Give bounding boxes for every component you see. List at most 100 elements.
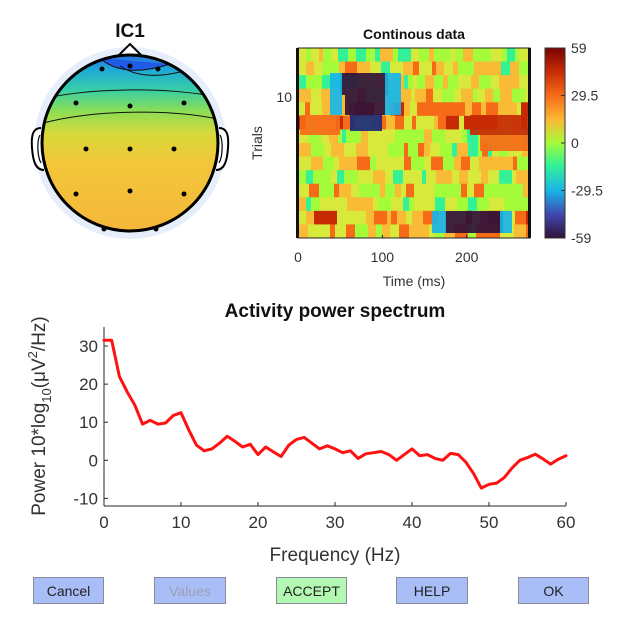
heatmap-cell (404, 143, 409, 158)
heatmap-cell (366, 48, 376, 63)
heatmap-cell (298, 170, 307, 185)
heatmap-cell (346, 224, 356, 238)
heatmap-cell (502, 48, 508, 63)
heatmap-cell (440, 143, 453, 158)
heatmap-cell (331, 143, 345, 158)
heatmap-cell (452, 170, 460, 185)
heatmap-cell (468, 143, 479, 158)
heatmap-cell (342, 129, 347, 144)
heatmap-cell (320, 197, 333, 212)
heatmap-cell (319, 183, 324, 198)
heatmap-cell (419, 48, 430, 63)
heatmap-patch (480, 135, 528, 151)
heatmap-cell (326, 170, 332, 185)
heatmap-patch (500, 211, 512, 233)
heatmap-cell (429, 224, 435, 238)
heatmap-cell (334, 183, 340, 198)
heatmap-cell (359, 183, 370, 198)
ok-button[interactable]: OK (518, 577, 589, 604)
heatmap-cell (363, 143, 369, 158)
spectrum-xtick-label: 20 (249, 513, 268, 532)
heatmap-cell (313, 170, 321, 185)
heatmap-cell (298, 48, 307, 63)
heatmap-cell (305, 102, 311, 117)
heatmap-cell (398, 88, 412, 103)
heatmap-cell (412, 210, 424, 225)
heatmap-cell (519, 48, 530, 63)
heatmap-cell (512, 88, 526, 103)
erpimage-xtick-label: 200 (455, 249, 479, 265)
erpimage-ylabel: Trials (249, 126, 265, 160)
erpimage-xlabel: Time (ms) (383, 273, 445, 289)
heatmap-cell (298, 75, 307, 90)
heatmap-cell (376, 156, 387, 171)
heatmap-cell (419, 61, 424, 76)
heatmap-cell (414, 197, 425, 212)
erpimage-xtick-label: 100 (371, 249, 395, 265)
colorbar-tick-label: 29.5 (571, 88, 598, 104)
spectrum-ytick-label: 20 (79, 375, 98, 394)
heatmap-cell (444, 61, 454, 76)
heatmap-cell (368, 224, 377, 238)
heatmap-cell (441, 102, 448, 117)
heatmap-cell (380, 115, 387, 130)
heatmap-cell (348, 48, 357, 63)
heatmap-cell (474, 61, 486, 76)
heatmap-cell (521, 102, 529, 117)
heatmap-cell (385, 183, 396, 198)
heatmap-cell (424, 156, 432, 171)
heatmap-cell (447, 102, 453, 117)
heatmap-cell (317, 129, 322, 144)
heatmap-cell (356, 48, 367, 63)
heatmap-cell (435, 197, 446, 212)
spectrum-ytick-label: 0 (89, 451, 98, 470)
heatmap-cell (397, 156, 405, 171)
heatmap-cell (347, 197, 354, 212)
heatmap-cell (481, 102, 487, 117)
heatmap-cell (412, 115, 417, 130)
spectrum-xtick-label: 10 (172, 513, 191, 532)
heatmap-cell (298, 183, 310, 198)
heatmap-cell (397, 61, 404, 76)
heatmap-cell (306, 61, 315, 76)
heatmap-cell (298, 143, 312, 158)
heatmap-patch (385, 73, 401, 115)
heatmap-cell (404, 75, 409, 90)
heatmap-cell (408, 75, 414, 90)
heatmap-cell (452, 102, 466, 117)
heatmap-cell (457, 143, 469, 158)
heatmap-cell (445, 183, 453, 198)
heatmap-cell (323, 183, 335, 198)
help-button[interactable]: HELP (396, 577, 468, 604)
heatmap-cell (519, 75, 530, 90)
heatmap-cell (355, 224, 369, 238)
heatmap-cell (388, 143, 396, 158)
heatmap-cell (322, 210, 334, 225)
heatmap-cell (374, 210, 388, 225)
heatmap-cell (403, 197, 410, 212)
heatmap-cell (507, 102, 518, 117)
accept-button[interactable]: ACCEPT (276, 577, 347, 604)
heatmap-cell (423, 210, 430, 225)
heatmap-cell (445, 197, 458, 212)
heatmap-cell (306, 197, 312, 212)
values-button[interactable]: Values (154, 577, 226, 604)
heatmap-cell (404, 115, 413, 130)
heatmap-cell (391, 197, 404, 212)
ylabel-sub: 10 (39, 388, 54, 402)
heatmap-cell (306, 75, 313, 90)
heatmap-cell (370, 61, 382, 76)
heatmap-cell (491, 75, 500, 90)
erpimage-left-edge (296, 48, 299, 238)
spectrum-xtick-label: 30 (326, 513, 345, 532)
heatmap-cell (500, 88, 505, 103)
heatmap-cell (457, 197, 469, 212)
heatmap-cell (493, 88, 501, 103)
heatmap-cell (332, 48, 339, 63)
heatmap-cell (391, 210, 398, 225)
heatmap-cell (442, 88, 455, 103)
heatmap-cell (314, 61, 323, 76)
heatmap-cell (503, 156, 514, 171)
heatmap-cell (519, 61, 530, 76)
cancel-button[interactable]: Cancel (33, 577, 104, 604)
